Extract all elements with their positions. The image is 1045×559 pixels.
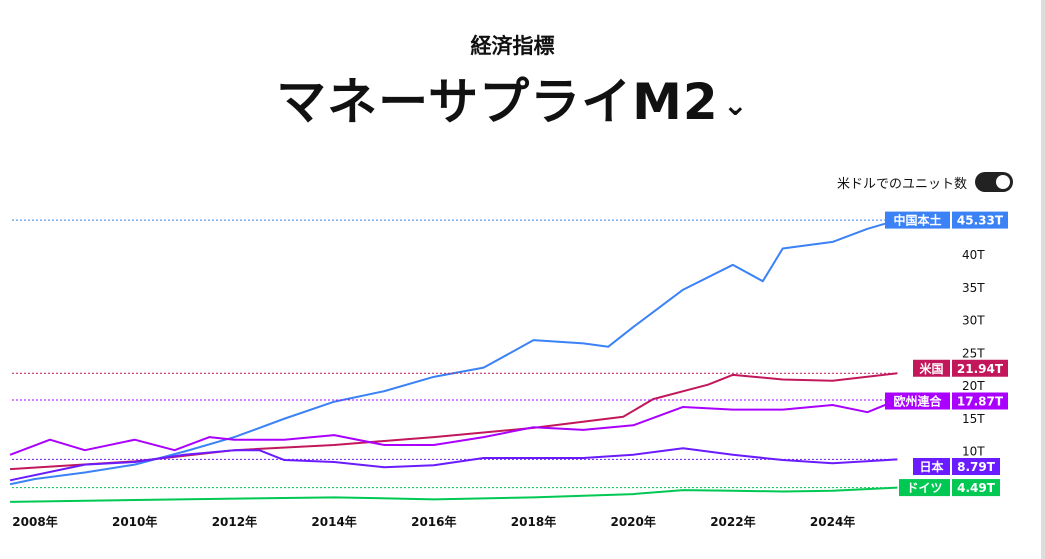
x-tick-label: 2012年 bbox=[212, 514, 257, 529]
series-line[interactable] bbox=[9, 219, 898, 486]
y-tick-label: 10T bbox=[962, 445, 985, 459]
series-name-badge bbox=[885, 392, 950, 410]
series-name-label: ドイツ bbox=[906, 481, 942, 495]
series-name-badge bbox=[913, 359, 950, 377]
y-tick-label: 25T bbox=[962, 346, 985, 360]
x-tick-label: 2010年 bbox=[112, 514, 157, 529]
series-value-label: 4.49T bbox=[957, 481, 996, 495]
series-value-label: 21.94T bbox=[957, 362, 1004, 376]
y-tick-label: 15T bbox=[962, 412, 985, 426]
series-name-label: 米国 bbox=[919, 361, 943, 376]
series-value-badge bbox=[952, 359, 1008, 377]
x-tick-label: 2024年 bbox=[810, 514, 855, 529]
series-name-badge bbox=[913, 458, 950, 475]
series-name-label: 中国本土 bbox=[893, 213, 941, 228]
series-name-label: 日本 bbox=[919, 459, 943, 474]
x-tick-label: 2008年 bbox=[12, 514, 57, 529]
scrollbar[interactable] bbox=[1041, 0, 1045, 559]
series-value-badge bbox=[952, 479, 1000, 497]
series-value-badge bbox=[952, 458, 1000, 475]
indicator-selector[interactable]: マネーサプライM2 ⌄ bbox=[0, 62, 1025, 134]
usd-units-toggle-group: 米ドルでのユニット数 bbox=[837, 172, 1013, 192]
series-value-badge bbox=[952, 211, 1008, 229]
x-tick-label: 2022年 bbox=[710, 514, 755, 529]
series-name-badge bbox=[885, 211, 950, 229]
chart-subtitle: 経済指標 bbox=[470, 34, 555, 58]
series-name-badge bbox=[899, 479, 950, 497]
series-value-label: 45.33T bbox=[957, 214, 1004, 228]
series-line[interactable] bbox=[9, 399, 898, 456]
series-value-badge bbox=[952, 392, 1008, 410]
y-tick-label: 40T bbox=[962, 248, 985, 262]
x-tick-label: 2016年 bbox=[411, 514, 456, 529]
series-line[interactable] bbox=[10, 372, 898, 471]
y-tick-label: 20T bbox=[962, 379, 985, 393]
series-value-label: 17.87T bbox=[957, 395, 1004, 409]
x-tick-label: 2018年 bbox=[511, 514, 556, 529]
series-line[interactable] bbox=[9, 447, 898, 482]
chart-title: マネーサプライM2 bbox=[276, 73, 719, 131]
x-tick-label: 2014年 bbox=[311, 514, 356, 529]
series-line[interactable] bbox=[10, 486, 898, 503]
y-tick-label: 30T bbox=[962, 314, 985, 328]
usd-units-toggle[interactable] bbox=[975, 172, 1013, 192]
x-tick-label: 2020年 bbox=[610, 514, 655, 529]
chevron-down-icon: ⌄ bbox=[722, 88, 749, 123]
series-name-label: 欧州連合 bbox=[893, 394, 942, 409]
series-value-label: 8.79T bbox=[957, 460, 996, 474]
toggle-label: 米ドルでのユニット数 bbox=[836, 176, 967, 192]
y-tick-label: 35T bbox=[962, 281, 985, 295]
